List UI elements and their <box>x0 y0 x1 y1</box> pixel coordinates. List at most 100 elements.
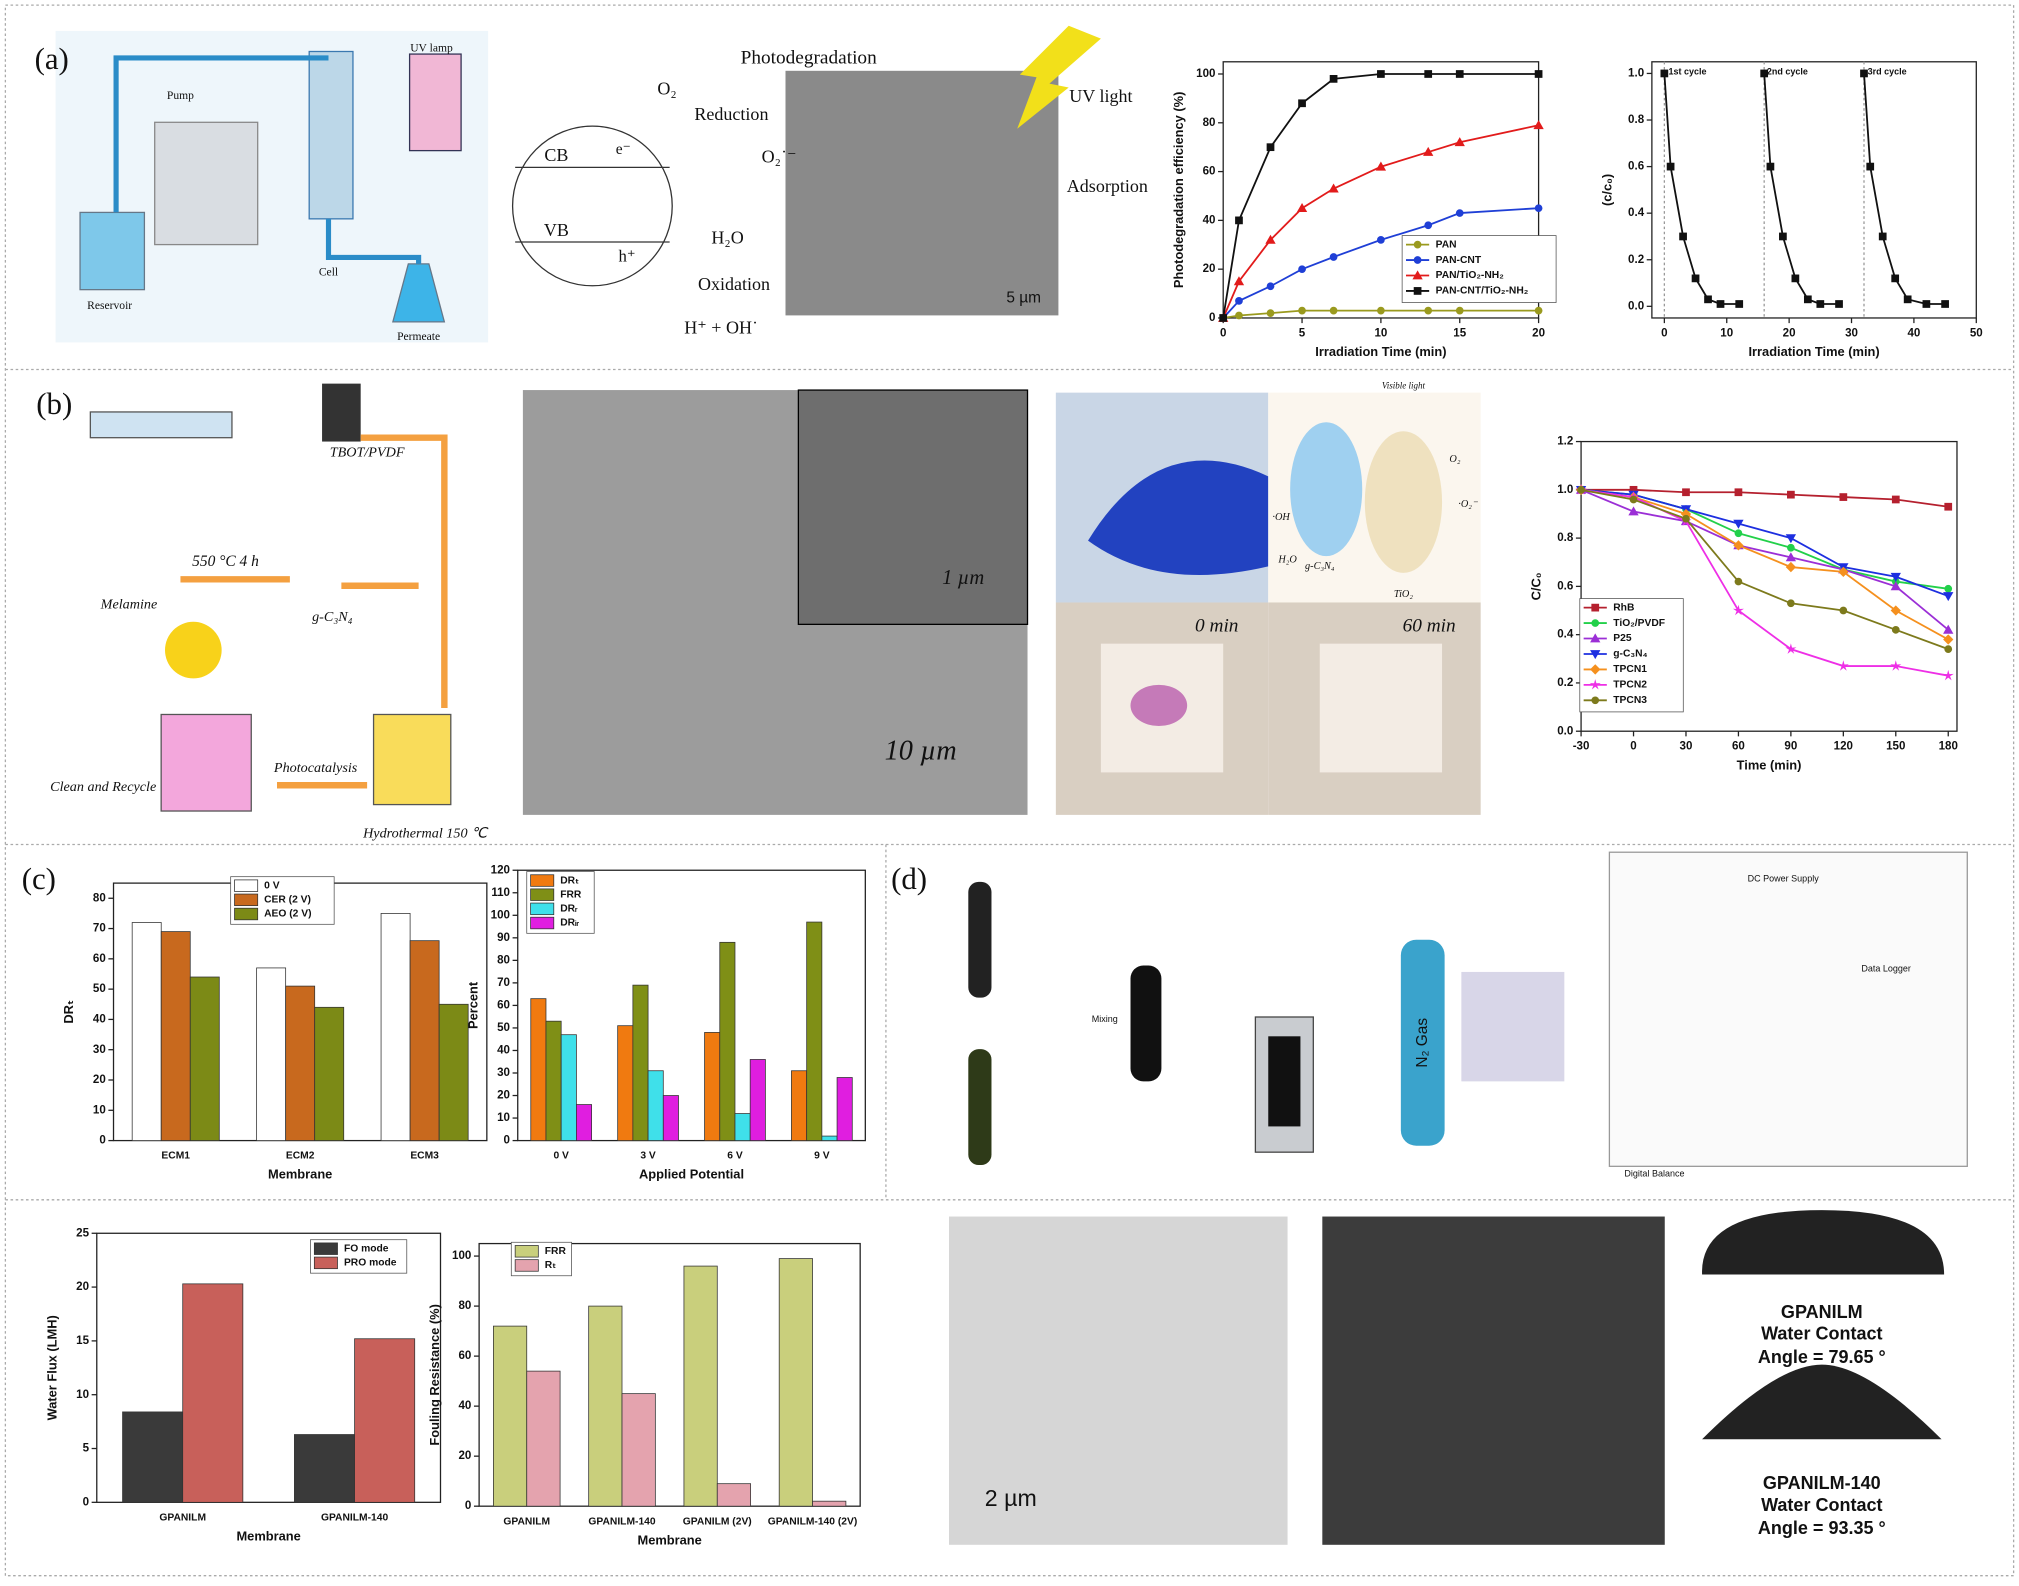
series-line <box>1763 73 1840 305</box>
legend-label: TiO₂/PVDF <box>1613 618 1665 629</box>
marker <box>1424 70 1433 78</box>
y-tick-label: 5 <box>83 1443 90 1455</box>
marker <box>1942 669 1954 681</box>
bar <box>380 913 411 1141</box>
legend-marker <box>1591 619 1600 627</box>
x-axis-label: Irradiation Time (min) <box>1748 344 1879 359</box>
bar <box>662 1095 679 1141</box>
y-axis-label: (c/c₀) <box>1600 174 1615 206</box>
legend-frame <box>1579 598 1684 713</box>
gcn-ellipse <box>1290 422 1363 557</box>
y-tick-label: 1.0 <box>1628 67 1644 79</box>
legend-marker <box>1413 256 1422 264</box>
marker <box>1629 495 1638 504</box>
x-tick-label: 60 <box>1732 741 1745 753</box>
y-tick-label: 30 <box>497 1067 510 1079</box>
label: GPANILM <box>1781 1302 1863 1322</box>
y-tick-label: 10 <box>76 1389 89 1401</box>
y-tick-label: 0.2 <box>1557 677 1573 689</box>
label: O₂˙⁻ <box>762 146 797 166</box>
series-line <box>1581 488 1949 508</box>
plot-frame <box>478 1242 861 1507</box>
sun <box>165 621 222 679</box>
y-tick-label: 40 <box>497 1045 510 1057</box>
label: Photocatalysis <box>273 760 358 776</box>
label: H⁺ + OH˙ <box>684 318 758 338</box>
reservoir <box>79 211 146 291</box>
tem-image <box>948 1216 1288 1545</box>
label: (c) <box>22 861 56 896</box>
marker <box>1733 540 1744 551</box>
legend-label: RhB <box>1613 602 1634 613</box>
x-tick-label: 90 <box>1784 741 1797 753</box>
legend-swatch <box>234 879 259 892</box>
legend-label: DRₜ <box>560 875 579 886</box>
label: H₂O <box>1277 554 1297 565</box>
tubing <box>113 55 422 264</box>
marker <box>1577 485 1585 494</box>
legend-label: PRO mode <box>344 1258 397 1269</box>
tube <box>968 881 992 998</box>
marker <box>1298 265 1306 274</box>
bar <box>560 1034 577 1141</box>
marker <box>1296 203 1308 213</box>
y-axis-label: Percent <box>465 981 480 1029</box>
legend-label: FRR <box>560 889 582 900</box>
label: Angle = 93.35 ° <box>1758 1518 1886 1538</box>
series-line <box>1580 488 1949 650</box>
y-tick-label: 0.6 <box>1557 580 1574 592</box>
marker <box>1534 306 1543 315</box>
y-tick-label: 10 <box>93 1104 106 1116</box>
x-tick-label: 40 <box>1907 327 1920 339</box>
x-tick-label: 6 V <box>727 1151 743 1162</box>
flask <box>392 263 446 323</box>
y-tick-label: 90 <box>497 932 510 944</box>
bar <box>647 1070 664 1141</box>
marker <box>1233 276 1245 286</box>
label: 1 µm <box>942 567 984 589</box>
x-tick-label: GPANILM <box>503 1516 550 1527</box>
label: CB <box>544 145 568 165</box>
marker <box>1779 232 1787 241</box>
marker <box>1298 306 1306 315</box>
label: 550 °C 4 h <box>192 553 259 570</box>
y-tick-label: 60 <box>93 953 106 965</box>
x-tick-label: ECM3 <box>410 1151 439 1162</box>
marker <box>1903 295 1912 304</box>
marker <box>1785 561 1797 573</box>
x-tick-label: ECM2 <box>286 1151 315 1162</box>
marker <box>1235 216 1243 225</box>
legend-marker <box>1412 270 1423 280</box>
legend-label: PAN-CNT/TiO₂-NH₂ <box>1436 286 1529 297</box>
label: (a) <box>35 41 69 76</box>
label: Clean and Recycle <box>50 779 156 795</box>
label: TBOT/PVDF <box>330 444 405 460</box>
marker <box>1732 604 1744 616</box>
marker <box>1377 236 1385 244</box>
droplet <box>1702 1210 1945 1275</box>
legend-marker <box>1589 679 1601 690</box>
y-tick-label: 20 <box>93 1074 106 1086</box>
x-tick-label: 15 <box>1453 327 1466 339</box>
x-tick-label: -30 <box>1573 741 1590 753</box>
label: 60 min <box>1403 615 1456 636</box>
bar <box>588 1305 623 1507</box>
marker <box>1944 645 1953 654</box>
marker <box>1235 311 1243 320</box>
y-tick-label: 50 <box>93 983 106 995</box>
x-tick-label: 30 <box>1845 327 1858 339</box>
marker <box>1682 514 1690 523</box>
label: Data Logger <box>1861 964 1911 974</box>
bar <box>160 931 191 1141</box>
y-tick-label: 0 <box>465 1500 471 1512</box>
bar <box>545 1020 562 1141</box>
label: (d) <box>891 861 927 896</box>
series-line <box>1580 488 1949 597</box>
marker <box>1534 204 1543 213</box>
bar <box>617 1025 634 1141</box>
legend-label: CER (2 V) <box>264 895 311 906</box>
y-tick-label: 1.2 <box>1557 436 1573 448</box>
legend-swatch <box>234 907 259 921</box>
marker <box>1787 543 1795 552</box>
label: H₂O <box>711 228 743 248</box>
